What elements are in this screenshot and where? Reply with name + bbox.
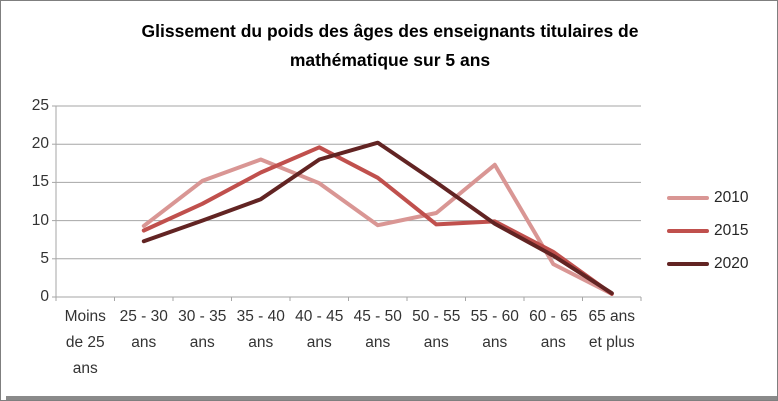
window-edge-bar — [6, 396, 777, 400]
y-axis-tick-label: 10 — [31, 211, 49, 229]
series-line-2010 — [141, 157, 614, 296]
y-axis-tick-label: 20 — [31, 135, 49, 153]
y-axis-tick-label: 15 — [31, 173, 49, 191]
chart-legend: 2010 2015 2020 — [667, 189, 748, 273]
x-axis-category-label: 55 - 60 ans — [470, 308, 519, 351]
x-axis-category-label: 40 - 45 ans — [295, 308, 344, 351]
x-axis-category-label: 30 - 35 ans — [178, 308, 227, 351]
legend-item-2015: 2015 — [667, 222, 748, 240]
legend-item-2010: 2010 — [667, 189, 748, 207]
series-line-2020 — [141, 140, 614, 296]
legend-label: 2020 — [714, 255, 749, 272]
x-axis-category-label: 25 - 30 ans — [119, 308, 168, 351]
y-axis-tick-label: 0 — [40, 288, 49, 305]
y-axis-tick-label: 25 — [31, 97, 49, 114]
chart-title: Glissement du poids des âges des enseign… — [141, 21, 639, 70]
x-axis-category-label: 65 ans et plus — [588, 308, 636, 351]
legend-label: 2015 — [714, 222, 749, 239]
x-axis-category-label: 60 - 65 ans — [529, 308, 578, 351]
legend-item-2020: 2020 — [667, 255, 748, 273]
series-line-2015 — [141, 145, 614, 296]
x-axis-category-label: 45 - 50 ans — [353, 308, 402, 351]
x-axis-category-label: 50 - 55 ans — [412, 308, 461, 351]
legend-line-swatch — [667, 196, 709, 200]
x-axis-labels: Moins de 25 ans 25 - 30 ans 30 - 35 ans … — [56, 304, 641, 382]
x-axis-category-label: 35 - 40 ans — [236, 308, 285, 351]
x-axis-category-label: Moins de 25 ans — [64, 308, 106, 377]
legend-line-swatch — [667, 229, 709, 233]
legend-label: 2010 — [714, 189, 749, 206]
legend-line-swatch — [667, 262, 709, 266]
y-axis-tick-label: 5 — [40, 249, 49, 267]
